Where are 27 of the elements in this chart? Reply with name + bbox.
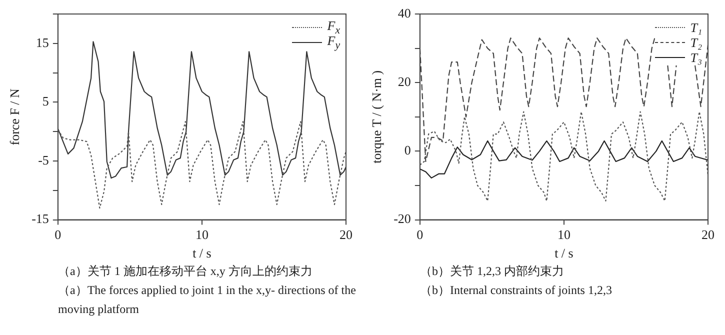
text: （a）关节 1 施加在移动平台 x,y 方向上的约束力 bbox=[57, 263, 314, 280]
text: （b）关节 1,2,3 内部约束力 bbox=[419, 263, 565, 280]
x-tick-label: 20 bbox=[340, 227, 352, 242]
y-tick-label: 20 bbox=[398, 74, 411, 90]
legend-label: T₁ bbox=[690, 20, 702, 36]
legend-label: T₃ bbox=[690, 50, 702, 66]
y-axis-title: force F / N bbox=[7, 88, 22, 146]
x-tick-label: 10 bbox=[557, 227, 570, 242]
line-series bbox=[58, 121, 346, 209]
x-axis-title: t / s bbox=[192, 246, 212, 261]
y-tick-label: 15 bbox=[36, 34, 49, 50]
x-tick-label: 20 bbox=[702, 227, 714, 242]
text: （a）The forces applied to joint 1 in the x,y- directions of the moving platform bbox=[57, 282, 357, 318]
x-axis-title: t / s bbox=[554, 246, 574, 261]
text: （b）Internal constraints of joints 1,2,3 bbox=[419, 282, 613, 299]
x-tick-label: 0 bbox=[54, 227, 62, 242]
y-tick-label: 40 bbox=[398, 5, 411, 20]
y-tick-label: -20 bbox=[394, 211, 411, 226]
y-tick-label: 0 bbox=[404, 142, 411, 158]
y-tick-label: -5 bbox=[38, 152, 49, 168]
y-axis-title: torque T / ( N·m ) bbox=[369, 70, 384, 164]
line-series bbox=[420, 111, 708, 202]
x-tick-label: 10 bbox=[195, 227, 208, 242]
y-tick-label: 5 bbox=[42, 94, 49, 109]
x-tick-label: 0 bbox=[416, 227, 424, 242]
legend-label: T₂ bbox=[690, 34, 702, 50]
y-tick-label: -15 bbox=[32, 211, 49, 226]
